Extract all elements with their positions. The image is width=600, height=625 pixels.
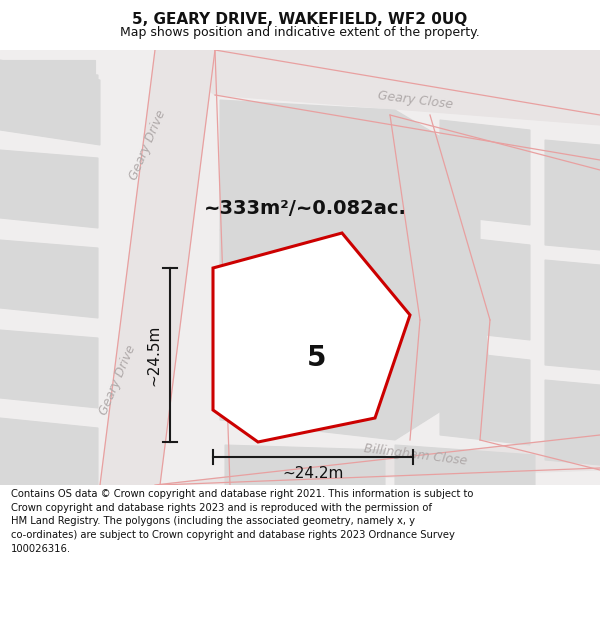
Polygon shape xyxy=(0,50,600,485)
Text: Geary Close: Geary Close xyxy=(377,89,454,111)
Polygon shape xyxy=(0,240,98,318)
Text: ~24.5m: ~24.5m xyxy=(146,324,161,386)
Text: ~333m²/~0.082ac.: ~333m²/~0.082ac. xyxy=(203,199,406,217)
Text: 5: 5 xyxy=(307,344,326,372)
Polygon shape xyxy=(220,100,480,250)
Text: Geary Drive: Geary Drive xyxy=(97,343,139,417)
Text: Map shows position and indicative extent of the property.: Map shows position and indicative extent… xyxy=(120,26,480,39)
Polygon shape xyxy=(545,260,600,370)
Polygon shape xyxy=(0,65,98,138)
Polygon shape xyxy=(440,350,530,445)
Polygon shape xyxy=(440,235,530,340)
Text: Billingham Close: Billingham Close xyxy=(362,442,467,468)
Polygon shape xyxy=(155,50,600,125)
Polygon shape xyxy=(0,60,100,145)
Polygon shape xyxy=(0,150,98,228)
Polygon shape xyxy=(440,120,530,225)
Polygon shape xyxy=(395,445,535,485)
Polygon shape xyxy=(545,140,600,250)
Text: ~24.2m: ~24.2m xyxy=(283,466,344,481)
Polygon shape xyxy=(155,435,600,485)
Polygon shape xyxy=(213,233,410,442)
Text: Contains OS data © Crown copyright and database right 2021. This information is : Contains OS data © Crown copyright and d… xyxy=(11,489,473,554)
Polygon shape xyxy=(545,380,600,465)
Text: 5, GEARY DRIVE, WAKEFIELD, WF2 0UQ: 5, GEARY DRIVE, WAKEFIELD, WF2 0UQ xyxy=(133,12,467,28)
Polygon shape xyxy=(0,60,95,110)
Polygon shape xyxy=(225,445,385,485)
Polygon shape xyxy=(0,418,98,485)
Polygon shape xyxy=(0,330,98,408)
Polygon shape xyxy=(100,50,215,485)
Polygon shape xyxy=(220,230,490,440)
Text: Geary Drive: Geary Drive xyxy=(127,108,169,182)
